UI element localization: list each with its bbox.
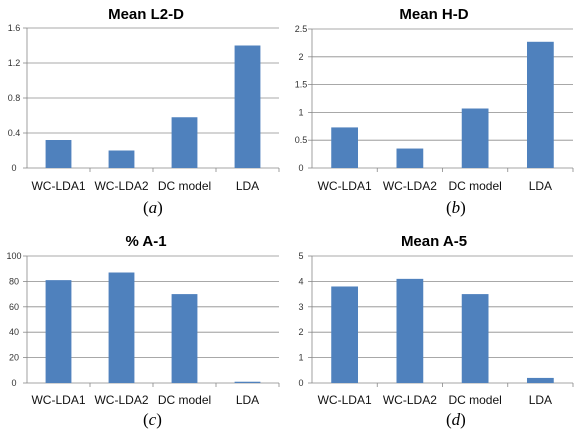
chart-svg-c: % A-1 0 20 40 60 80 100 WC-LDA1 WC-LDA2 DC model L… [6,233,280,407]
chart-svg-b: Mean H-D 0 0.5 1 1.5 2 2.5 WC-LDA1 WC-LDA2 DC mod… [295,6,574,193]
category-label: WC-LDA1 [318,179,372,193]
bar-wc-lda1 [331,127,359,168]
category-label: LDA [529,393,552,407]
chart-title-d: Mean A-5 [401,233,467,250]
y-tick-label: 0.4 [8,128,21,138]
category-label: LDA [529,179,552,193]
category-label: WC-LDA2 [383,179,437,193]
y-tick-label: 0 [298,163,303,173]
y-tick-label: 0 [11,378,16,388]
y-tick-label: 1.6 [8,23,21,33]
y-tick-label: 40 [9,327,19,337]
y-tick-label: 3 [298,302,303,312]
y-tick-label: 80 [9,276,19,286]
bar-lda [234,381,261,383]
chart-panel-c: % A-1 0 20 40 60 80 100 WC-LDA1 WC-LDA2 DC model L… [0,224,289,436]
y-tick-label: 4 [298,276,303,286]
bar-dc-model [171,294,198,383]
bar-lda [526,377,554,383]
y-tick-label: 5 [298,251,303,261]
y-tick-label: 1 [298,107,303,117]
chart-title-a: Mean L2-D [108,6,184,23]
bar-lda [234,45,261,168]
bar-dc-model [171,117,198,168]
y-tick-label: 2 [298,52,303,62]
category-label: DC model [158,393,211,407]
y-tick-label: 0.8 [8,93,21,103]
chart-panel-a: Mean L2-D 0 0.4 0.8 1.2 1.6 WC-LDA1 WC-LDA2 DC m… [0,0,289,224]
bar-lda [526,41,554,169]
chart-caption-a: (a) [143,198,163,217]
chart-caption-c: (c) [143,410,162,429]
category-label: LDA [236,179,259,193]
bar-wc-lda2 [108,150,135,168]
category-label: WC-LDA2 [383,393,437,407]
chart-title-c: % A-1 [125,233,166,250]
y-tick-label: 0 [11,163,16,173]
category-label: WC-LDA1 [31,393,85,407]
chart-caption-d: (d) [446,410,466,429]
bar-dc-model [461,294,489,383]
y-tick-label: 100 [6,251,21,261]
category-label: WC-LDA2 [94,393,148,407]
category-label: WC-LDA2 [94,179,148,193]
category-label: DC model [158,179,211,193]
bar-dc-model [461,108,489,168]
category-label: LDA [236,393,259,407]
category-label: WC-LDA1 [318,393,372,407]
chart-panel-d: Mean A-5 0 1 2 3 4 5 WC-LDA1 WC-LDA2 DC model LDA … [289,224,578,436]
bar-wc-lda1 [331,286,359,383]
chart-caption-b: (b) [446,198,466,217]
chart-svg-a: Mean L2-D 0 0.4 0.8 1.2 1.6 WC-LDA1 WC-LDA2 DC m… [8,6,280,193]
y-tick-label: 1 [298,353,303,363]
category-label: DC model [448,393,501,407]
category-label: WC-LDA1 [31,179,85,193]
bar-wc-lda1 [45,280,72,383]
bar-wc-lda2 [396,148,424,168]
chart-title-b: Mean H-D [399,6,468,23]
y-tick-label: 2 [298,327,303,337]
y-tick-label: 0 [298,378,303,388]
y-tick-label: 0.5 [295,135,308,145]
bar-wc-lda1 [45,140,72,168]
y-tick-label: 1.2 [8,58,21,68]
y-tick-label: 60 [9,302,19,312]
bar-wc-lda2 [108,272,135,383]
category-label: DC model [448,179,501,193]
chart-svg-d: Mean A-5 0 1 2 3 4 5 WC-LDA1 WC-LDA2 DC model LDA [298,233,574,407]
bar-wc-lda2 [396,278,424,383]
y-tick-label: 20 [9,353,19,363]
y-tick-label: 2.5 [295,24,308,34]
y-tick-label: 1.5 [295,80,308,90]
chart-panel-b: Mean H-D 0 0.5 1 1.5 2 2.5 WC-LDA1 WC-LDA2 DC mod… [289,0,578,224]
